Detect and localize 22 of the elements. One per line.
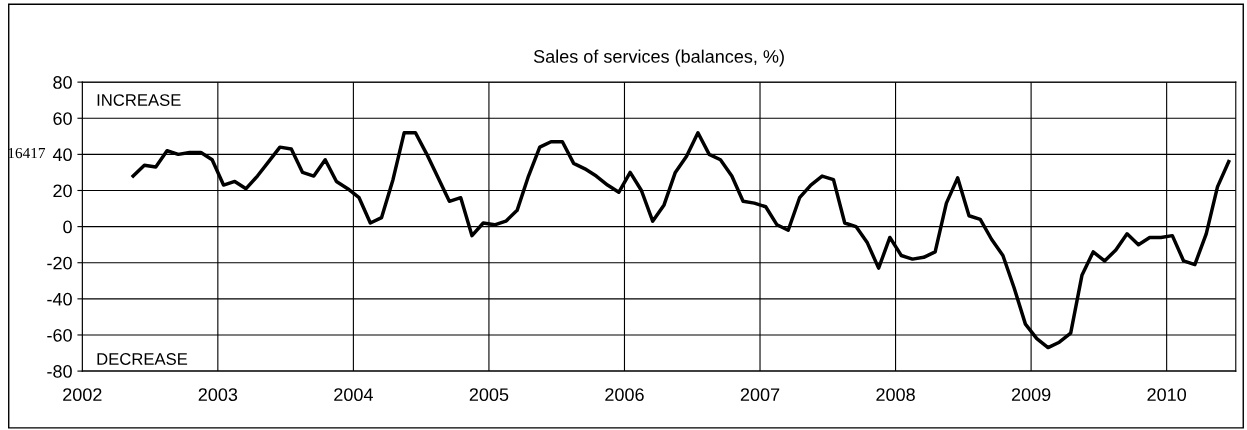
x-tick-label: 2005: [469, 388, 509, 402]
y-tick-label: 40: [52, 148, 72, 162]
x-tick-label: 2008: [876, 388, 915, 402]
chart-title: Sales of services (balances, %): [533, 49, 784, 67]
x-tick-label: 2009: [1011, 388, 1051, 402]
x-tick-label: 2006: [605, 388, 644, 402]
y-tick-label: -60: [47, 328, 72, 342]
y-tick-label: 80: [53, 76, 72, 89]
y-tick-label: -80: [47, 365, 72, 378]
y-tick-label: 20: [53, 184, 72, 198]
annotation: DECREASE: [97, 353, 188, 365]
y-tick-label: -20: [47, 256, 72, 270]
y-tick-label: 60: [53, 112, 72, 125]
x-tick-label: 2003: [198, 388, 238, 402]
text: 16417: [8, 147, 46, 159]
x-tick-label: 2007: [740, 388, 780, 402]
x-tick-label: 2004: [334, 388, 373, 402]
x-tick-label: 2002: [63, 388, 102, 402]
annotation: INCREASE: [97, 94, 181, 106]
y-tick-label: 0: [63, 220, 72, 234]
x-tick-label: 2010: [1147, 388, 1187, 402]
y-tick-label: -40: [47, 292, 72, 306]
